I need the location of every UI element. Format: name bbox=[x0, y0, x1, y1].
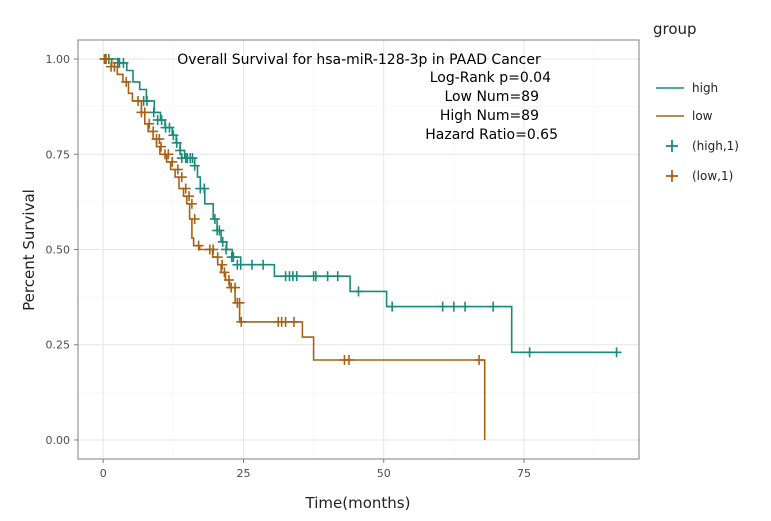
censor-mark-low bbox=[236, 316, 247, 327]
censor-mark-low bbox=[193, 240, 204, 251]
censor-mark-high bbox=[214, 225, 225, 236]
censor-mark-high bbox=[175, 145, 186, 156]
censor-mark-high bbox=[322, 271, 333, 282]
censor-mark-high bbox=[118, 57, 129, 68]
censor-mark-high bbox=[448, 301, 459, 312]
censor-mark-low bbox=[212, 252, 223, 263]
censor-mark-high bbox=[217, 236, 228, 247]
x-tick-label: 0 bbox=[100, 467, 107, 480]
censor-mark-low bbox=[163, 149, 174, 160]
censor-mark-high bbox=[235, 259, 246, 270]
grid bbox=[78, 40, 639, 459]
annotation-logrank: Log-Rank p=0.04 bbox=[430, 70, 551, 86]
censor-mark-low bbox=[156, 141, 167, 152]
axis-ticks: 0.00 0.25 0.50 0.75 1.00 0 25 50 75 bbox=[46, 53, 531, 480]
censor-mark-low bbox=[280, 316, 291, 327]
censor-mark-high bbox=[332, 271, 343, 282]
censor-mark-high bbox=[209, 214, 220, 225]
censor-mark-high bbox=[611, 347, 622, 358]
censor-mark-high bbox=[524, 347, 535, 358]
censor-mark-high bbox=[437, 301, 448, 312]
censor-mark-low bbox=[144, 118, 155, 129]
censor-mark-low bbox=[474, 354, 485, 365]
censor-mark-low bbox=[217, 259, 228, 270]
legend-label-low: low bbox=[692, 109, 713, 123]
censor-mark-high bbox=[171, 137, 182, 148]
censor-mark-high bbox=[246, 259, 257, 270]
x-tick-label: 75 bbox=[517, 467, 531, 480]
censor-mark-high bbox=[148, 107, 159, 118]
censor-mark-low bbox=[189, 214, 200, 225]
annotation-low-num: Low Num=89 bbox=[444, 89, 539, 105]
censor-mark-low bbox=[176, 172, 187, 183]
censor-marks bbox=[99, 54, 622, 365]
censor-mark-high bbox=[310, 271, 321, 282]
censor-mark-high bbox=[168, 130, 179, 141]
x-tick-label: 25 bbox=[236, 467, 250, 480]
censor-mark-high bbox=[142, 95, 153, 106]
censor-mark-low bbox=[172, 164, 183, 175]
censor-mark-low bbox=[288, 316, 299, 327]
censor-mark-low bbox=[139, 107, 150, 118]
annotation-high-num: High Num=89 bbox=[440, 108, 539, 124]
censor-mark-high bbox=[291, 271, 302, 282]
annotation-hazard-ratio: Hazard Ratio=0.65 bbox=[425, 127, 558, 143]
legend-title: group bbox=[653, 20, 697, 38]
censor-mark-high bbox=[258, 259, 269, 270]
annotation-block: Overall Survival for hsa-miR-128-3p in P… bbox=[177, 52, 558, 143]
censor-mark-high bbox=[387, 301, 398, 312]
y-tick-label: 1.00 bbox=[46, 53, 71, 66]
censor-mark-high bbox=[156, 114, 167, 125]
censor-mark-high bbox=[189, 160, 200, 171]
censor-mark-low bbox=[234, 297, 245, 308]
censor-mark-high bbox=[228, 252, 239, 263]
censor-mark-low bbox=[186, 198, 197, 209]
y-tick-label: 0.25 bbox=[46, 339, 71, 352]
y-tick-label: 0.00 bbox=[46, 434, 71, 447]
series-line-high bbox=[103, 58, 617, 354]
y-axis-title: Percent Survival bbox=[20, 189, 38, 311]
legend-label-low-censor: (low,1) bbox=[692, 169, 733, 183]
x-tick-label: 50 bbox=[377, 467, 391, 480]
censor-mark-low bbox=[121, 76, 132, 87]
legend-low-censor-icon bbox=[666, 170, 678, 182]
legend-high-censor-icon bbox=[666, 140, 678, 152]
censor-mark-high bbox=[187, 153, 198, 164]
censor-mark-high bbox=[488, 301, 499, 312]
legend: group high low (high,1) (low,1) bbox=[653, 20, 739, 183]
censor-mark-low bbox=[148, 126, 159, 137]
censor-mark-low bbox=[208, 244, 219, 255]
censor-mark-high bbox=[460, 301, 471, 312]
chart-annotation-title: Overall Survival for hsa-miR-128-3p in P… bbox=[177, 52, 541, 68]
censor-mark-low bbox=[180, 183, 191, 194]
legend-label-high-censor: (high,1) bbox=[692, 139, 739, 153]
censor-mark-low bbox=[223, 274, 234, 285]
censor-mark-low bbox=[230, 282, 241, 293]
censor-mark-low bbox=[109, 61, 120, 72]
censor-mark-low bbox=[184, 191, 195, 202]
censor-mark-low bbox=[101, 54, 112, 65]
y-tick-label: 0.75 bbox=[46, 148, 71, 161]
x-axis-title: Time(months) bbox=[305, 494, 411, 512]
censor-mark-high bbox=[164, 122, 175, 133]
censor-mark-low bbox=[167, 156, 178, 167]
censor-mark-high bbox=[199, 183, 210, 194]
y-tick-label: 0.50 bbox=[46, 244, 71, 257]
censor-mark-high bbox=[353, 286, 364, 297]
legend-label-high: high bbox=[692, 81, 718, 95]
censor-mark-low bbox=[133, 95, 144, 106]
censor-mark-low bbox=[154, 134, 165, 145]
censor-mark-low bbox=[343, 354, 354, 365]
censor-mark-low bbox=[219, 267, 230, 278]
censor-mark-high bbox=[221, 244, 232, 255]
